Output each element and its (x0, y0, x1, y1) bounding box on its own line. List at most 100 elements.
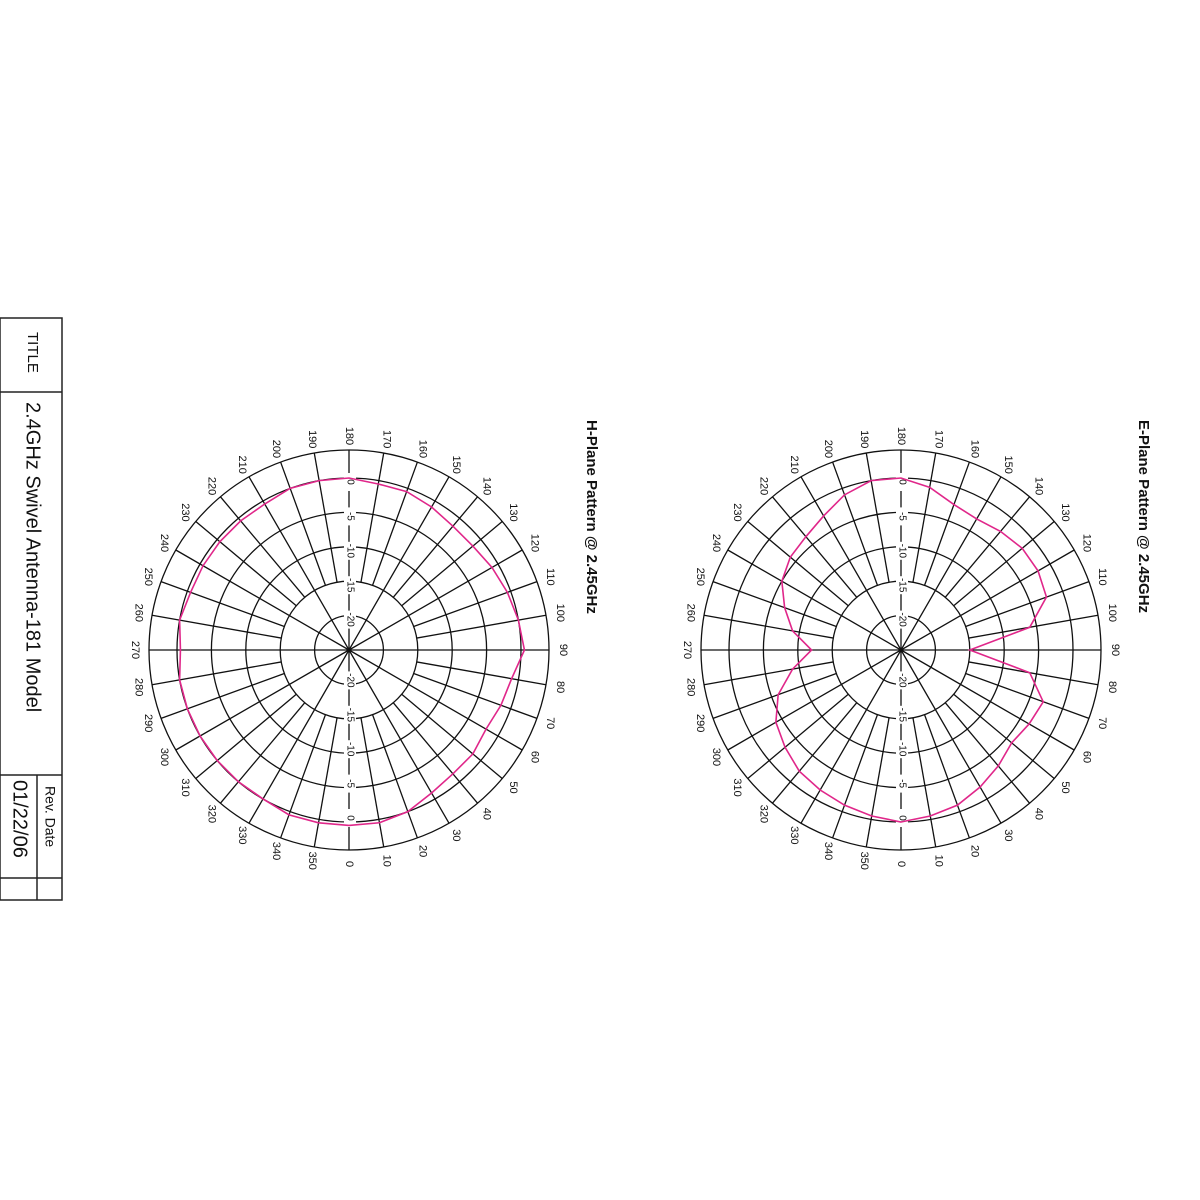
angle-label: 180 (895, 427, 907, 445)
angle-label: 300 (710, 748, 722, 766)
angle-label: 90 (1109, 644, 1121, 656)
grid-spoke (865, 717, 890, 848)
grid-spoke (953, 693, 1055, 780)
angle-label: 330 (788, 826, 800, 844)
angle-label: 140 (1033, 477, 1045, 495)
grid-spoke (392, 702, 479, 804)
chart-title: E-Plane Pattern @ 2.45GHz (1135, 420, 1152, 613)
r-tick-label: -20 (896, 673, 907, 688)
grid-spoke (413, 580, 538, 628)
angle-label: 130 (1059, 503, 1071, 521)
angle-label: 50 (1059, 781, 1071, 793)
grid-spoke (160, 580, 285, 628)
r-label-bg (896, 541, 908, 560)
angle-label: 150 (1002, 455, 1014, 473)
r-tick-label: -10 (896, 544, 907, 559)
angle-label: 330 (236, 826, 248, 844)
angle-label: 280 (684, 678, 696, 696)
grid-spoke (416, 661, 547, 686)
r-tick-label: 0 (896, 479, 907, 485)
angle-label: 270 (129, 641, 141, 659)
r-tick-label: -15 (896, 708, 907, 723)
r-tick-label: -15 (344, 578, 355, 593)
r-tick-label: -15 (896, 578, 907, 593)
angle-label: 130 (507, 503, 519, 521)
r-label-bg (344, 774, 356, 793)
r-label-bg (344, 576, 356, 595)
grid-spoke (279, 461, 327, 586)
grid-spoke (195, 520, 297, 607)
r-tick-label: -5 (344, 779, 355, 788)
angle-label: 100 (1106, 604, 1118, 622)
r-tick-label: 0 (896, 815, 907, 821)
grid-spoke (348, 476, 450, 651)
grid-spoke (219, 496, 306, 598)
angle-label: 230 (179, 503, 191, 521)
angle-label: 0 (343, 861, 355, 867)
grid-spoke (413, 672, 538, 720)
angle-label: 270 (681, 641, 693, 659)
r-tick-label: -10 (896, 742, 907, 757)
angle-label: 340 (270, 842, 282, 860)
grid-spoke (348, 549, 523, 651)
grid-spoke (831, 461, 879, 586)
grid-spoke (160, 672, 285, 720)
grid-spoke (248, 476, 350, 651)
angle-label: 220 (758, 477, 770, 495)
angle-label: 170 (380, 430, 392, 448)
grid-spoke (747, 520, 849, 607)
grid-spoke (912, 452, 937, 583)
title-block-frame (0, 317, 63, 901)
angle-label: 210 (788, 455, 800, 473)
angle-label: 20 (968, 845, 980, 857)
grid-spoke (360, 717, 385, 848)
grid-spoke (900, 549, 1075, 651)
grid-spoke (712, 672, 837, 720)
angle-label: 10 (380, 855, 392, 867)
angle-label: 210 (236, 455, 248, 473)
r-label-bg (344, 507, 356, 526)
r-label-bg (896, 774, 908, 793)
grid-spoke (360, 452, 385, 583)
angle-label: 220 (206, 477, 218, 495)
angle-label: 80 (1106, 681, 1118, 693)
grid-spoke (727, 549, 902, 651)
angle-label: 300 (158, 748, 170, 766)
r-tick-label: 0 (344, 815, 355, 821)
grid-spoke (923, 714, 971, 839)
grid-spoke (727, 649, 902, 751)
r-tick-label: 0 (344, 479, 355, 485)
angle-label: 240 (710, 534, 722, 552)
r-tick-label: -5 (344, 512, 355, 521)
angle-label: 110 (544, 568, 556, 586)
r-label-bg (344, 809, 356, 827)
angle-label: 230 (731, 503, 743, 521)
angle-label: 320 (758, 805, 770, 823)
grid-spoke (900, 649, 1075, 751)
angle-label: 280 (132, 678, 144, 696)
angle-label: 30 (450, 829, 462, 841)
grid-spoke (703, 614, 834, 639)
angle-label: 200 (822, 440, 834, 458)
angle-label: 90 (557, 644, 569, 656)
grid-spoke (800, 649, 902, 824)
grid-spoke (912, 717, 937, 848)
grid-spoke (151, 614, 282, 639)
grid-spoke (944, 496, 1031, 598)
grid-spoke (401, 520, 503, 607)
pattern-line (775, 477, 1048, 823)
grid-spoke (313, 452, 338, 583)
r-label-bg (896, 740, 908, 759)
grid-spoke (965, 580, 1090, 628)
angle-label: 140 (481, 477, 493, 495)
grid-spoke (953, 520, 1055, 607)
grid-spoke (944, 702, 1031, 804)
title-block (0, 317, 63, 901)
angle-label: 150 (450, 455, 462, 473)
r-tick-label: -20 (344, 673, 355, 688)
angle-label: 10 (932, 855, 944, 867)
grid-spoke (900, 476, 1002, 651)
angle-label: 240 (158, 534, 170, 552)
r-label-bg (344, 740, 356, 759)
